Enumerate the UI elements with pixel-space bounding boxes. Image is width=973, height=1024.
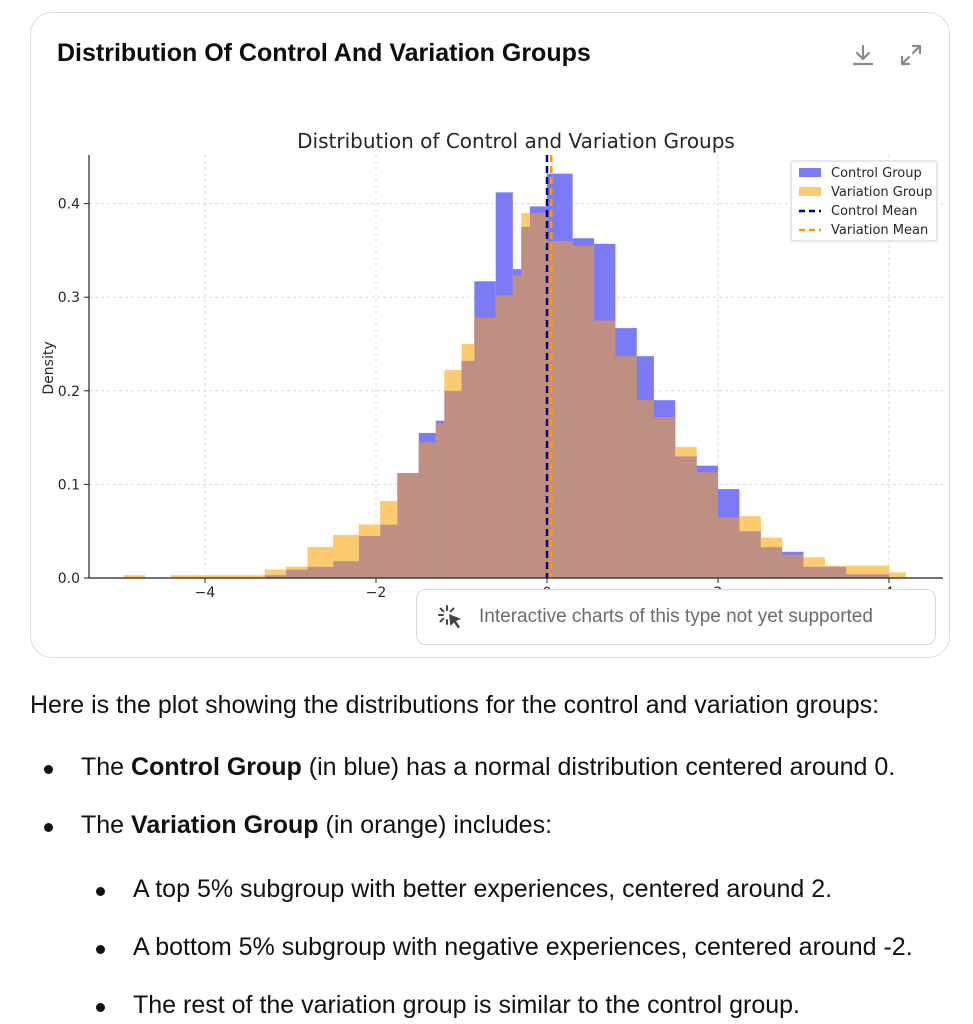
variation-bar [760,537,783,548]
variation-bar [358,524,381,536]
overlap-bar [521,227,530,578]
legend-label-variation-mean: Variation Mean [831,223,928,238]
axes: −4−20240.00.10.20.30.4 [58,155,943,601]
variation-bar [846,565,872,575]
overlap-bar [461,360,475,578]
bullet-dot [96,1003,105,1012]
legend: Control Group Variation Group Control Me… [790,160,938,242]
variation-bar [264,569,287,576]
overlap-bar [572,245,595,578]
overlap-bar [286,569,308,578]
variation-group-bold: Variation Group [131,811,319,839]
variation-bar [521,212,530,227]
variation-bar [889,572,907,578]
bullet-dot [96,887,105,896]
control-group-bold: Control Group [131,753,302,781]
x-tick-label: −2 [366,585,387,601]
variation-bar [675,446,697,457]
variation-bar [444,370,462,391]
overlap-bar [529,212,547,578]
legend-label-control: Control Group [831,166,922,181]
overlap-bar [435,423,445,578]
overlap-bar [846,574,872,578]
overlap-bar [594,320,616,578]
overlap-bar [397,473,419,578]
variation-bar [803,557,825,567]
mean-lines [545,155,553,578]
card-title: Distribution Of Control And Variation Gr… [57,39,591,67]
overlap-bar [871,574,889,578]
overlap-bar [495,295,513,578]
variation-bar [247,575,265,578]
variation-bar-tops [264,212,889,576]
variation-bar [307,547,334,567]
chart-card: Distribution Of Control And Variation Gr… [30,12,950,658]
bullet-dot [96,945,105,954]
y-tick-label: 0.3 [58,290,80,306]
intro-paragraph: Here is the plot showing the distributio… [30,691,880,719]
overlap-bar [264,575,287,578]
overlap-bar [418,442,436,578]
overlap-bar [760,547,783,578]
variation-bar [222,575,248,578]
variation-bar [170,575,197,578]
chart: Distribution of Control and Variation Gr… [41,129,943,601]
overlap-bar [803,566,825,578]
variation-bar [286,566,308,570]
variation-bar [123,575,146,578]
chart-title: Distribution of Control and Variation Gr… [297,129,735,153]
y-tick-label: 0.2 [58,384,80,400]
overlap-bar [333,561,359,578]
overlap-bar [615,356,637,578]
bullet-dot [44,823,53,832]
overlap-bar [380,524,398,578]
overlap-bar [636,400,654,578]
bullet-dot [44,765,53,774]
variation-bar [333,534,359,562]
variation-bar [824,565,847,567]
overlap-bar [739,531,761,578]
y-tick-label: 0.4 [58,197,80,213]
variation-bar [461,344,475,361]
overlap-bar [358,535,381,578]
y-axis-label: Density [41,341,57,394]
sparkle-cursor-icon [438,605,461,629]
x-tick-label: −4 [195,585,216,601]
legend-swatch-control [799,168,821,177]
y-tick-label: 0.0 [58,571,80,587]
overlap-bar [824,566,847,578]
overlap-bar [307,566,334,578]
legend-label-variation: Variation Group [831,185,932,200]
expand-icon[interactable] [897,41,925,69]
variation-bar [380,501,398,525]
control-bars [264,173,889,579]
unsupported-notice: Interactive charts of this type not yet … [416,589,936,645]
legend-box [790,160,938,242]
variation-bar [196,575,223,578]
variation-bar [739,516,761,532]
overlap-bar [675,456,697,578]
overlap-bar [696,472,718,578]
download-icon[interactable] [849,41,877,69]
notice-text: Interactive charts of this type not yet … [479,606,873,627]
overlap-bar [653,417,676,578]
legend-label-control-mean: Control Mean [831,204,918,219]
overlap-bar [512,275,522,578]
overlap-bar [782,554,804,578]
overlap-bar [444,390,462,578]
overlap-bar [474,317,496,578]
y-tick-label: 0.1 [58,477,80,493]
legend-swatch-variation [799,187,821,196]
variation-bar [871,565,889,575]
overlap-bar [718,517,740,578]
overlap-bars [264,212,889,579]
